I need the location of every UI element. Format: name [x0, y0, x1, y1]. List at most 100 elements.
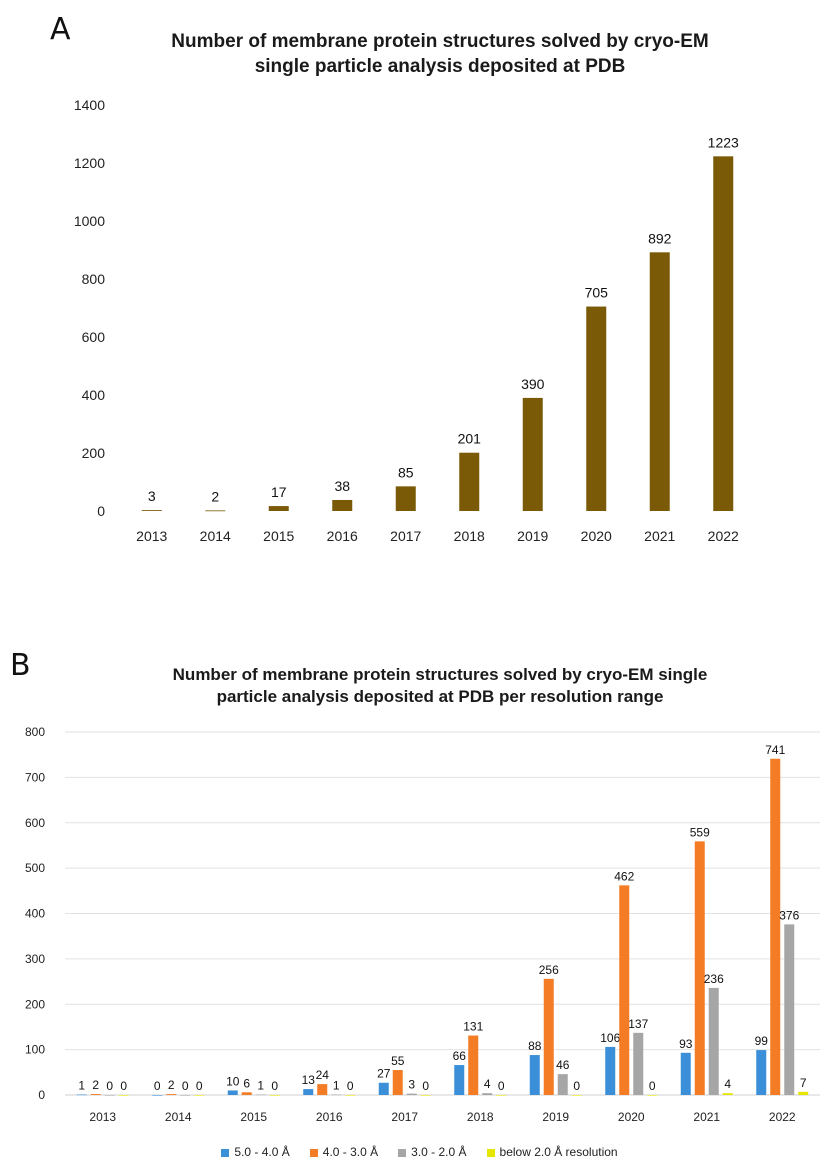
y-tick-label: 600	[25, 816, 45, 830]
legend-swatch	[398, 1148, 407, 1157]
bar	[104, 1095, 115, 1096]
bar	[345, 1095, 356, 1096]
x-tick-label: 2015	[263, 528, 294, 544]
y-tick-label: 200	[25, 997, 45, 1011]
x-tick-label: 2013	[136, 528, 167, 544]
bar	[722, 1093, 733, 1095]
bar	[543, 978, 554, 1095]
legend-label: 3.0 - 2.0 Å	[411, 1145, 467, 1159]
y-tick-label: 600	[82, 329, 106, 345]
data-label: 2	[92, 1078, 99, 1092]
chart-b-title: Number of membrane protein structures so…	[80, 664, 800, 708]
chart-b-legend: 5.0 - 4.0 Å 4.0 - 3.0 Å 3.0 - 2.0 Å below 2…	[0, 1145, 839, 1159]
x-tick-label: 2021	[693, 1110, 720, 1124]
data-label: 201	[458, 431, 482, 447]
bar	[482, 1093, 493, 1095]
bar	[459, 452, 480, 511]
y-tick-label: 800	[82, 271, 106, 287]
bar	[454, 1065, 465, 1095]
data-label: 6	[243, 1076, 250, 1090]
data-label: 38	[334, 478, 350, 494]
x-tick-label: 2021	[644, 528, 675, 544]
y-tick-label: 200	[82, 445, 106, 461]
y-tick-label: 400	[82, 387, 106, 403]
data-label: 0	[422, 1079, 429, 1093]
bar	[586, 306, 607, 511]
data-label: 0	[182, 1079, 189, 1093]
bar	[317, 1084, 328, 1095]
bar	[194, 1095, 205, 1096]
bar	[180, 1095, 191, 1096]
panel-letter-b: B	[10, 648, 31, 683]
bar	[269, 1095, 280, 1096]
y-tick-label: 1200	[74, 155, 105, 171]
bar	[529, 1055, 540, 1095]
x-tick-label: 2014	[165, 1110, 192, 1124]
data-label: 741	[765, 743, 785, 757]
y-tick-label: 1000	[74, 213, 105, 229]
bar	[332, 499, 353, 511]
x-tick-label: 2014	[200, 528, 231, 544]
legend-item: 5.0 - 4.0 Å	[221, 1145, 290, 1159]
chart-b-title-line1: Number of membrane protein structures so…	[172, 665, 708, 684]
data-label: 46	[556, 1058, 570, 1072]
x-tick-label: 2019	[517, 528, 548, 544]
data-label: 236	[704, 972, 724, 986]
data-label: 106	[600, 1031, 620, 1045]
bar	[468, 1035, 479, 1095]
x-tick-label: 2015	[240, 1110, 267, 1124]
x-tick-label: 2017	[391, 1110, 418, 1124]
x-tick-label: 2016	[316, 1110, 343, 1124]
bar	[647, 1095, 658, 1096]
data-label: 137	[628, 1017, 648, 1031]
data-label: 66	[453, 1049, 467, 1063]
data-label: 0	[347, 1079, 354, 1093]
chart-b-title-line2: particle analysis deposited at PDB per r…	[216, 687, 664, 707]
y-tick-label: 0	[97, 503, 105, 519]
bar	[241, 1092, 252, 1095]
data-label: 27	[377, 1067, 391, 1081]
y-tick-label: 500	[25, 861, 45, 875]
data-label: 705	[585, 285, 609, 301]
bar	[756, 1050, 767, 1095]
y-tick-label: 400	[25, 907, 45, 921]
bar	[605, 1046, 616, 1095]
y-tick-label: 300	[25, 952, 45, 966]
chart-a-title-line2: single particle analysis deposited at PD…	[254, 55, 626, 77]
bar	[680, 1052, 691, 1095]
data-label: 376	[779, 908, 799, 922]
y-tick-label: 800	[25, 725, 45, 739]
bar	[708, 987, 719, 1095]
x-tick-label: 2020	[581, 528, 612, 544]
x-tick-label: 2018	[454, 528, 485, 544]
chart-panel-a: A Number of membrane protein structures …	[50, 12, 800, 544]
bar	[166, 1094, 177, 1095]
data-label: 4	[484, 1077, 491, 1091]
data-label: 559	[690, 825, 710, 839]
x-tick-label: 2017	[390, 528, 421, 544]
data-label: 0	[573, 1079, 580, 1093]
data-label: 0	[196, 1079, 203, 1093]
data-label: 88	[528, 1039, 542, 1053]
x-tick-label: 2013	[89, 1110, 116, 1124]
data-label: 1	[333, 1079, 340, 1093]
chart-a-title: Number of membrane protein structures so…	[80, 30, 800, 79]
bar	[633, 1032, 644, 1095]
data-label: 7	[800, 1076, 807, 1090]
data-label: 0	[649, 1079, 656, 1093]
data-label: 10	[226, 1074, 240, 1088]
bar	[694, 841, 705, 1095]
x-tick-label: 2022	[769, 1110, 796, 1124]
bar	[619, 885, 630, 1095]
data-label: 0	[120, 1079, 127, 1093]
data-label: 2	[211, 488, 219, 504]
data-label: 0	[271, 1079, 278, 1093]
bar	[378, 1082, 389, 1095]
bar	[557, 1074, 568, 1095]
data-label: 24	[316, 1068, 330, 1082]
data-label: 17	[271, 484, 287, 500]
bar	[118, 1095, 129, 1096]
chart-a-title-line1: Number of membrane protein structures so…	[171, 31, 709, 52]
chart-a-plot: 0 200 400 600 800 1000 1200 1400 3 2013 2 2014 17 201…	[74, 97, 739, 544]
bar	[392, 1070, 403, 1095]
